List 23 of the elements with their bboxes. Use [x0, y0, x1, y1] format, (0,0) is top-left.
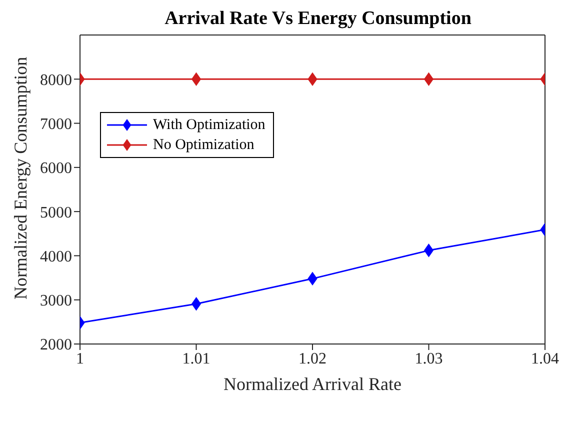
- point: [308, 72, 318, 86]
- x-tick-label: 1: [76, 350, 84, 368]
- legend-label: With Optimization: [153, 116, 266, 134]
- y-tick-label: 2000: [40, 336, 72, 354]
- y-tick-label: 8000: [40, 72, 72, 89]
- y-axis-title: Normalized Energy Consumption: [10, 56, 30, 300]
- y-tick-label: 4000: [40, 248, 72, 266]
- point: [192, 72, 201, 86]
- point: [192, 297, 201, 310]
- point: [308, 272, 318, 286]
- x-tick-label: 1.01: [182, 350, 210, 368]
- y-tick-label: 5000: [40, 204, 72, 222]
- y-tick-label: 6000: [40, 160, 72, 178]
- x-tick-label: 1.03: [414, 350, 443, 368]
- y-tick-label: 3000: [40, 292, 72, 310]
- point: [424, 244, 434, 257]
- x-axis-title: Normalized Arrival Rate: [224, 374, 402, 394]
- legend-label: No Optimization: [153, 136, 254, 154]
- x-tick-label: 1.04: [531, 350, 559, 368]
- x-tick-label: 1.02: [298, 350, 326, 368]
- y-tick-label: 7000: [40, 116, 72, 133]
- chart-title: Arrival Rate Vs Energy Consumption: [164, 8, 472, 31]
- point: [424, 72, 434, 86]
